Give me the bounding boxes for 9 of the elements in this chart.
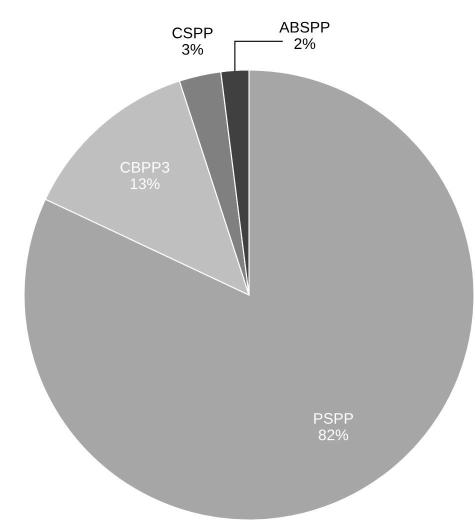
pie-slice [23, 69, 475, 521]
slice-label: CBPP3 [120, 162, 170, 173]
slice-label: ABSPP [279, 22, 330, 33]
data-label: 13% [130, 178, 160, 190]
data-label: 2% [294, 38, 316, 50]
slice-label: CSPP [172, 28, 213, 38]
slice-label: PSPP [314, 413, 353, 424]
data-label: 82% [318, 429, 348, 440]
data-label: 3% [182, 44, 204, 55]
